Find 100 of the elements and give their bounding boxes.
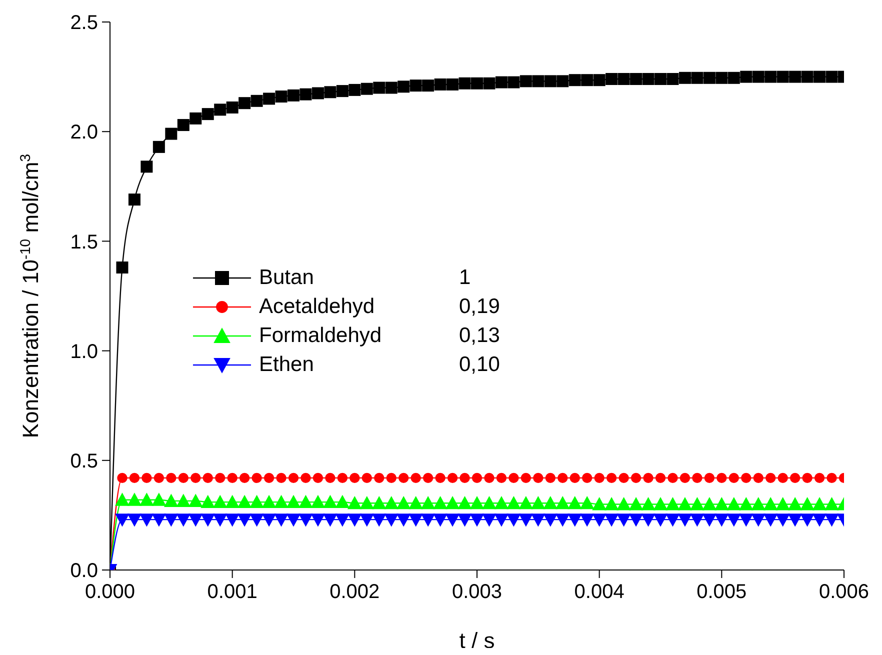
point	[239, 472, 250, 484]
point	[666, 72, 679, 85]
point	[238, 97, 251, 110]
point	[752, 70, 764, 83]
point	[396, 496, 411, 510]
point	[214, 104, 226, 116]
point	[508, 472, 519, 484]
point	[300, 88, 312, 100]
point	[227, 472, 238, 484]
legend-label: Acetaldehyd	[259, 294, 376, 320]
point	[177, 119, 190, 132]
point	[544, 75, 556, 88]
point	[506, 496, 521, 510]
point	[545, 472, 556, 484]
point	[276, 472, 286, 484]
point	[776, 70, 789, 83]
point	[398, 472, 409, 484]
annotation: 1	[459, 265, 471, 291]
point	[288, 472, 299, 484]
point	[580, 496, 594, 510]
x-tick-label: 0.004	[574, 581, 624, 604]
point	[372, 496, 386, 510]
point	[494, 496, 509, 510]
point	[518, 496, 534, 510]
point	[202, 472, 213, 484]
point	[140, 492, 154, 506]
point	[115, 492, 130, 506]
point	[826, 70, 838, 83]
point	[483, 77, 496, 90]
point	[740, 70, 752, 83]
point	[570, 472, 580, 484]
legend-label: Formaldehyd	[259, 323, 383, 349]
point	[386, 472, 396, 484]
point	[274, 494, 288, 508]
point	[323, 494, 338, 508]
point	[778, 472, 788, 484]
point	[116, 262, 128, 274]
point	[766, 472, 776, 484]
point	[556, 75, 569, 88]
point	[117, 472, 128, 484]
point	[310, 494, 326, 508]
point	[568, 496, 582, 510]
point	[482, 496, 496, 510]
point	[165, 128, 178, 140]
point	[716, 472, 727, 484]
point	[606, 472, 617, 484]
point	[360, 496, 374, 510]
point	[680, 472, 690, 484]
x-axis-title: t / s	[459, 628, 495, 653]
point	[618, 472, 629, 484]
point	[225, 494, 240, 508]
point	[508, 76, 520, 88]
point	[728, 72, 740, 84]
y-tick-label: 2.5	[70, 12, 98, 34]
point	[812, 497, 827, 510]
point	[581, 74, 594, 86]
point	[433, 496, 448, 510]
point	[127, 492, 142, 506]
point	[410, 472, 421, 484]
point	[250, 94, 263, 107]
legend-label: Butan	[259, 265, 315, 291]
point	[666, 497, 680, 510]
point	[738, 497, 754, 510]
point	[237, 494, 252, 508]
point	[568, 74, 581, 86]
point	[753, 472, 764, 484]
point	[690, 497, 704, 510]
x-tick-label: 0.006	[818, 581, 870, 604]
point	[178, 472, 188, 484]
point	[678, 72, 691, 84]
point	[188, 494, 203, 507]
point	[714, 497, 729, 510]
legend-label: Ethen	[259, 352, 315, 378]
point	[764, 70, 777, 83]
y-tick-label: 2.0	[70, 122, 98, 144]
point	[543, 496, 558, 510]
point	[790, 472, 800, 484]
point	[215, 472, 226, 484]
point	[263, 92, 276, 105]
annotation: 0,19	[459, 294, 500, 320]
point	[630, 472, 642, 484]
point	[164, 494, 178, 507]
point	[152, 140, 165, 153]
point	[814, 472, 825, 484]
point	[716, 72, 728, 84]
point	[385, 82, 398, 94]
point	[250, 494, 264, 508]
point	[776, 497, 790, 510]
point	[520, 75, 532, 88]
point	[826, 472, 837, 484]
point	[594, 472, 604, 484]
point	[200, 494, 216, 508]
point	[325, 472, 336, 484]
point	[226, 101, 238, 114]
point	[350, 472, 360, 484]
point	[176, 494, 191, 507]
point	[801, 70, 814, 83]
point	[373, 82, 386, 94]
point	[445, 496, 460, 510]
point	[728, 472, 739, 484]
